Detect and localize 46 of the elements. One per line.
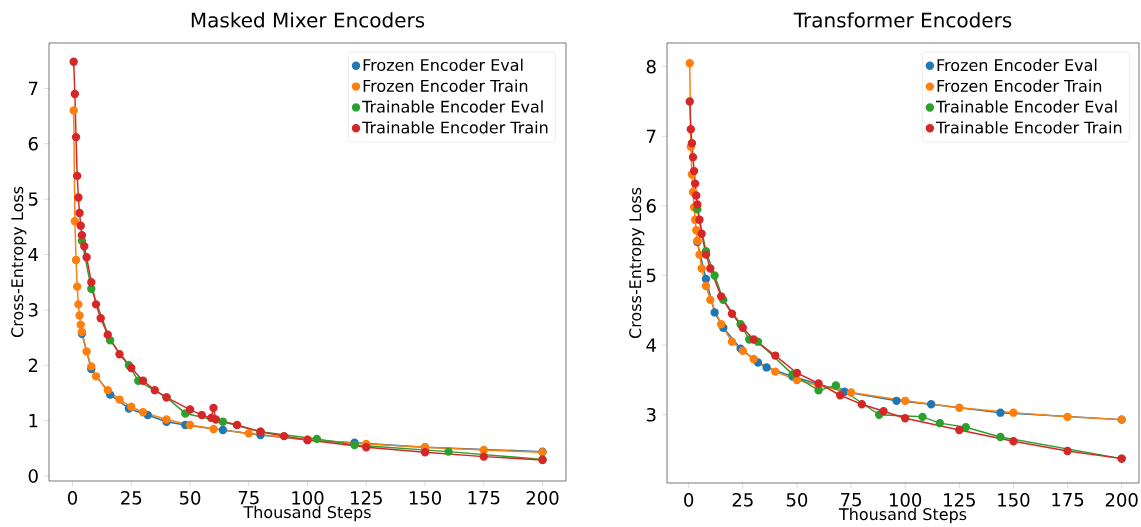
y-tick-label: 3 <box>28 303 38 317</box>
legend-label: Frozen Encoder Train <box>363 79 528 92</box>
x-tick-label: 100 <box>292 491 324 505</box>
y-tick-label: 2 <box>28 358 38 372</box>
y-tick-label: 7 <box>647 129 656 143</box>
x-tick-label: 175 <box>468 491 500 505</box>
legend-label: Frozen Encoder Train <box>937 79 1102 92</box>
y-axis-title: Cross-Entropy Loss <box>11 186 27 338</box>
x-tick-label: 0 <box>684 493 694 507</box>
x-tick-label: 25 <box>121 491 142 505</box>
y-tick-label: 1 <box>29 414 38 428</box>
y-tick-label: 8 <box>646 59 656 74</box>
x-tick-label: 150 <box>409 491 441 505</box>
x-tick-label: 75 <box>841 493 861 507</box>
x-tick-label: 125 <box>351 491 382 505</box>
legend-label: Frozen Encoder Eval <box>937 58 1097 72</box>
y-tick-label: 5 <box>646 268 656 283</box>
x-tick-label: 125 <box>944 493 975 507</box>
y-tick-label: 3 <box>646 407 656 422</box>
chart-title: Masked Mixer Encoders <box>191 12 425 28</box>
x-tick-label: 100 <box>889 493 922 507</box>
y-tick-label: 4 <box>28 247 38 262</box>
y-tick-label: 6 <box>646 199 656 213</box>
x-tick-label: 200 <box>1105 493 1138 507</box>
x-tick-label: 50 <box>786 493 808 507</box>
x-axis-title: Thousand Steps <box>838 507 967 524</box>
x-tick-label: 50 <box>179 491 201 505</box>
x-tick-label: 0 <box>67 491 78 505</box>
x-tick-label: 75 <box>238 491 259 505</box>
x-tick-label: 25 <box>732 493 753 507</box>
y-tick-label: 0 <box>28 469 38 483</box>
y-tick-label: 6 <box>28 136 38 151</box>
x-tick-label: 200 <box>526 491 559 505</box>
legend-label: Trainable Encoder Eval <box>362 100 543 113</box>
y-tick-label: 7 <box>29 81 38 95</box>
legend-label: Trainable Encoder Train <box>362 121 548 134</box>
legend-label: Trainable Encoder Train <box>935 121 1122 134</box>
x-tick-label: 150 <box>998 493 1030 507</box>
x-axis-title: Thousand Steps <box>243 505 371 522</box>
chart-title: Transformer Encoders <box>793 12 1012 28</box>
y-tick-label: 5 <box>28 192 38 206</box>
legend-label: Frozen Encoder Eval <box>363 58 523 72</box>
legend-label: Trainable Encoder Eval <box>935 100 1117 113</box>
y-axis-title: Cross-Entropy Loss <box>629 187 645 339</box>
x-tick-label: 175 <box>1052 493 1084 507</box>
y-tick-label: 4 <box>646 338 656 352</box>
